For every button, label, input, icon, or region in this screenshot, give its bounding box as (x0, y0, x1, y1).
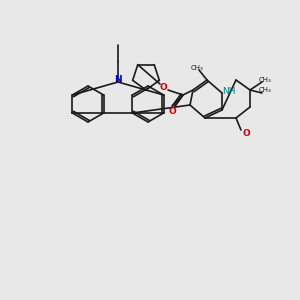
Text: CH₃: CH₃ (259, 87, 272, 93)
Text: CH₃: CH₃ (259, 77, 272, 83)
Text: O: O (242, 130, 250, 139)
Text: N: N (114, 76, 122, 85)
Text: CH₃: CH₃ (190, 65, 203, 71)
Text: O: O (168, 106, 176, 116)
Text: NH: NH (222, 86, 236, 95)
Text: O: O (159, 82, 167, 91)
